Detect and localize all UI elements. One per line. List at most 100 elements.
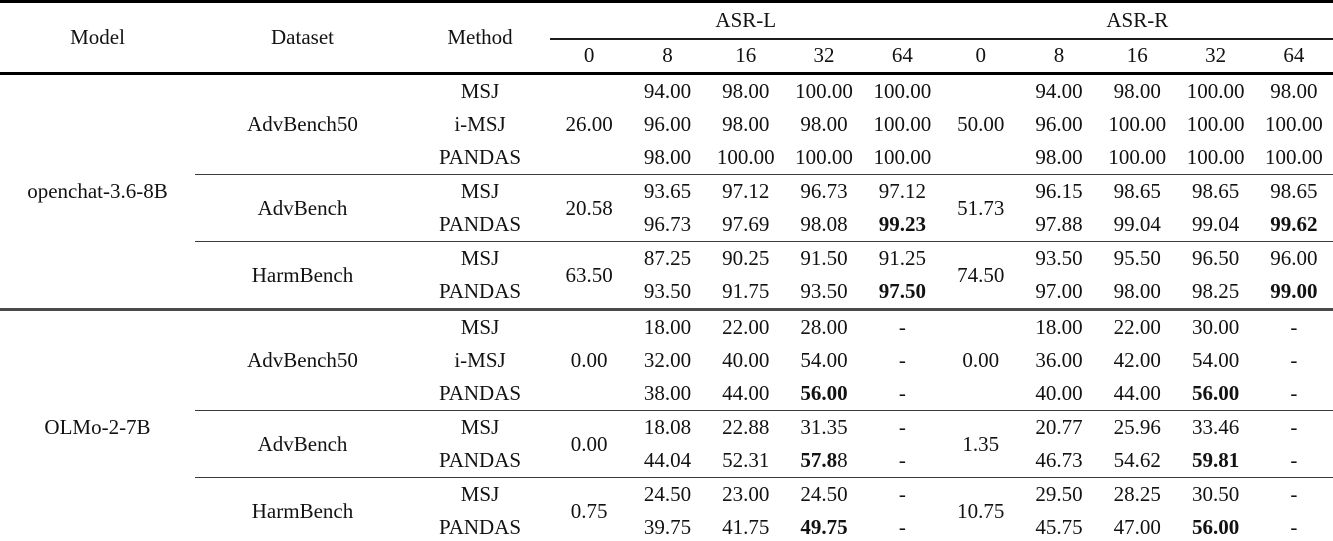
table-row: openchat-3.6-8B AdvBench50 MSJ 26.00 94.00 98… — [0, 74, 1333, 203]
asr-r-zero-shot-value: 10.75 — [941, 477, 1020, 541]
asr-r-value: 98.00 — [1113, 79, 1161, 103]
asr-r-value: 97.00 — [1035, 279, 1083, 303]
asr-r-zero-shot-value: 50.00 — [957, 112, 1005, 136]
asr-l-value: 87.25 — [628, 241, 707, 275]
asr-r-value: 99.04 — [1113, 212, 1161, 236]
method-label: MSJ — [460, 79, 500, 103]
asr-l-value: 39.75 — [643, 515, 692, 539]
asr-r-value: 100.00 — [1108, 145, 1167, 169]
asr-l-value: 97.12 — [863, 174, 942, 208]
table-row: PANDAS 39.75 41.75 49.75 - 45.75 47.00 56.00 - — [0, 511, 1333, 541]
shot-count-header: 32 — [1176, 38, 1255, 75]
asr-l-value: 18.08 — [628, 410, 707, 444]
asr-r-value: 98.25 — [1191, 279, 1240, 303]
column-header-method: Method — [410, 1, 550, 75]
asr-l-value: 97.12 — [706, 174, 785, 208]
asr-r-value: 56.00 — [1191, 515, 1240, 539]
asr-l-value: 91.25 — [863, 241, 942, 275]
asr-l-value: 100.00 — [873, 145, 932, 169]
dataset-label: AdvBench50 — [195, 308, 410, 411]
dataset-label: AdvBench50 — [247, 112, 358, 136]
shot-count-header: 0 — [941, 38, 1020, 75]
asr-r-value: 93.50 — [1019, 241, 1099, 275]
asr-l-value: 23.00 — [706, 477, 785, 511]
table-row: PANDAS 93.50 91.75 93.50 97.50 97.00 98.00 98.2… — [0, 275, 1333, 310]
asr-l-value: 100.00 — [795, 145, 853, 169]
asr-l-zero-shot-value: 0.00 — [550, 410, 629, 478]
asr-r-zero-shot-value: 51.73 — [941, 174, 1020, 242]
asr-l-value: - — [898, 381, 906, 405]
asr-r-value: 46.73 — [1035, 448, 1083, 472]
asr-r-value: 99.04 — [1191, 212, 1240, 236]
asr-r-value: 42.00 — [1113, 348, 1161, 372]
method-label: MSJ — [410, 308, 550, 344]
asr-r-value: 47.00 — [1113, 515, 1161, 539]
asr-r-value: 25.96 — [1098, 410, 1177, 444]
asr-r-value: - — [1290, 348, 1298, 372]
asr-l-value: 96.73 — [784, 174, 864, 208]
asr-l-value: 44.04 — [643, 448, 692, 472]
asr-r-value: 98.00 — [1035, 145, 1083, 169]
asr-r-value: 98.00 — [1270, 79, 1318, 103]
asr-r-zero-shot-value: 74.50 — [941, 241, 1020, 310]
asr-r-value: 100.00 — [1265, 112, 1323, 136]
asr-r-value: 98.65 — [1254, 174, 1333, 208]
shot-count-header: 16 — [1098, 38, 1177, 75]
method-label: MSJ — [410, 174, 550, 208]
method-label: i-MSJ — [454, 112, 506, 136]
table-row: PANDAS 96.73 97.69 98.08 99.23 97.88 99.04 99.0… — [0, 208, 1333, 242]
asr-r-value: - — [1290, 515, 1298, 539]
asr-r-value: 30.50 — [1176, 477, 1255, 511]
asr-l-value: 24.50 — [784, 477, 864, 511]
asr-l-value: 98.00 — [722, 79, 770, 103]
table-header: Model Dataset Method ASR-L ASR-R 0 8 16 … — [0, 1, 1333, 75]
asr-l-value: 93.65 — [628, 174, 707, 208]
dataset-label: HarmBench — [195, 477, 410, 541]
asr-l-value: 100.00 — [716, 145, 775, 169]
method-label: PANDAS — [438, 145, 522, 169]
shot-count-header: 16 — [706, 38, 785, 75]
asr-l-value: 98.00 — [722, 112, 770, 136]
asr-l-value: - — [898, 448, 906, 472]
asr-l-zero-shot-value: 26.00 — [565, 112, 613, 136]
results-table-body: openchat-3.6-8B AdvBench50 MSJ 26.00 94.00 98… — [0, 74, 1333, 541]
method-label: PANDAS — [438, 279, 522, 303]
asr-l-value: 99.23 — [878, 212, 926, 236]
table-row: HarmBench MSJ 63.50 87.25 90.25 91.50 91.25 74.… — [0, 241, 1333, 310]
asr-r-value: 33.46 — [1176, 410, 1255, 444]
asr-l-value: 32.00 — [643, 348, 692, 372]
method-label: PANDAS — [438, 448, 522, 472]
asr-l-value: 24.50 — [628, 477, 707, 511]
asr-r-value: 22.00 — [1098, 308, 1177, 344]
asr-l-value: - — [863, 308, 942, 344]
asr-r-value: 100.00 — [1186, 112, 1245, 136]
asr-r-value: 96.50 — [1176, 241, 1255, 275]
asr-r-value: - — [1254, 477, 1333, 511]
asr-l-value: 90.25 — [706, 241, 785, 275]
asr-r-value: 54.00 — [1191, 348, 1240, 372]
asr-r-value: 95.50 — [1098, 241, 1177, 275]
column-header-model: Model — [0, 1, 195, 75]
shot-count-header: 32 — [784, 38, 864, 75]
asr-l-value: 22.00 — [706, 308, 785, 344]
asr-l-value: 38.00 — [643, 381, 692, 405]
shot-count-header: 64 — [1254, 38, 1333, 75]
asr-l-value: 94.00 — [643, 79, 692, 103]
model-label: openchat-3.6-8B — [27, 179, 168, 203]
asr-r-value: - — [1254, 410, 1333, 444]
asr-l-value: 54.00 — [800, 348, 848, 372]
asr-r-value: 99.00 — [1270, 279, 1318, 303]
column-header-dataset: Dataset — [195, 1, 410, 75]
table-row: AdvBench MSJ 20.58 93.65 97.12 96.73 97.12 51.7… — [0, 174, 1333, 242]
asr-l-value: 56.00 — [800, 381, 848, 405]
asr-r-value: 100.00 — [1186, 79, 1245, 103]
asr-r-value: 59.81 — [1191, 448, 1240, 472]
method-label: PANDAS — [438, 381, 522, 405]
method-label: MSJ — [410, 241, 550, 275]
table-row: i-MSJ 32.00 40.00 54.00 - 36.00 42.00 54.00 - — [0, 344, 1333, 377]
asr-l-zero-shot-value: 0.75 — [550, 477, 629, 541]
asr-r-value: 36.00 — [1035, 348, 1083, 372]
dataset-label: AdvBench — [195, 174, 410, 242]
dataset-label: HarmBench — [195, 241, 410, 310]
